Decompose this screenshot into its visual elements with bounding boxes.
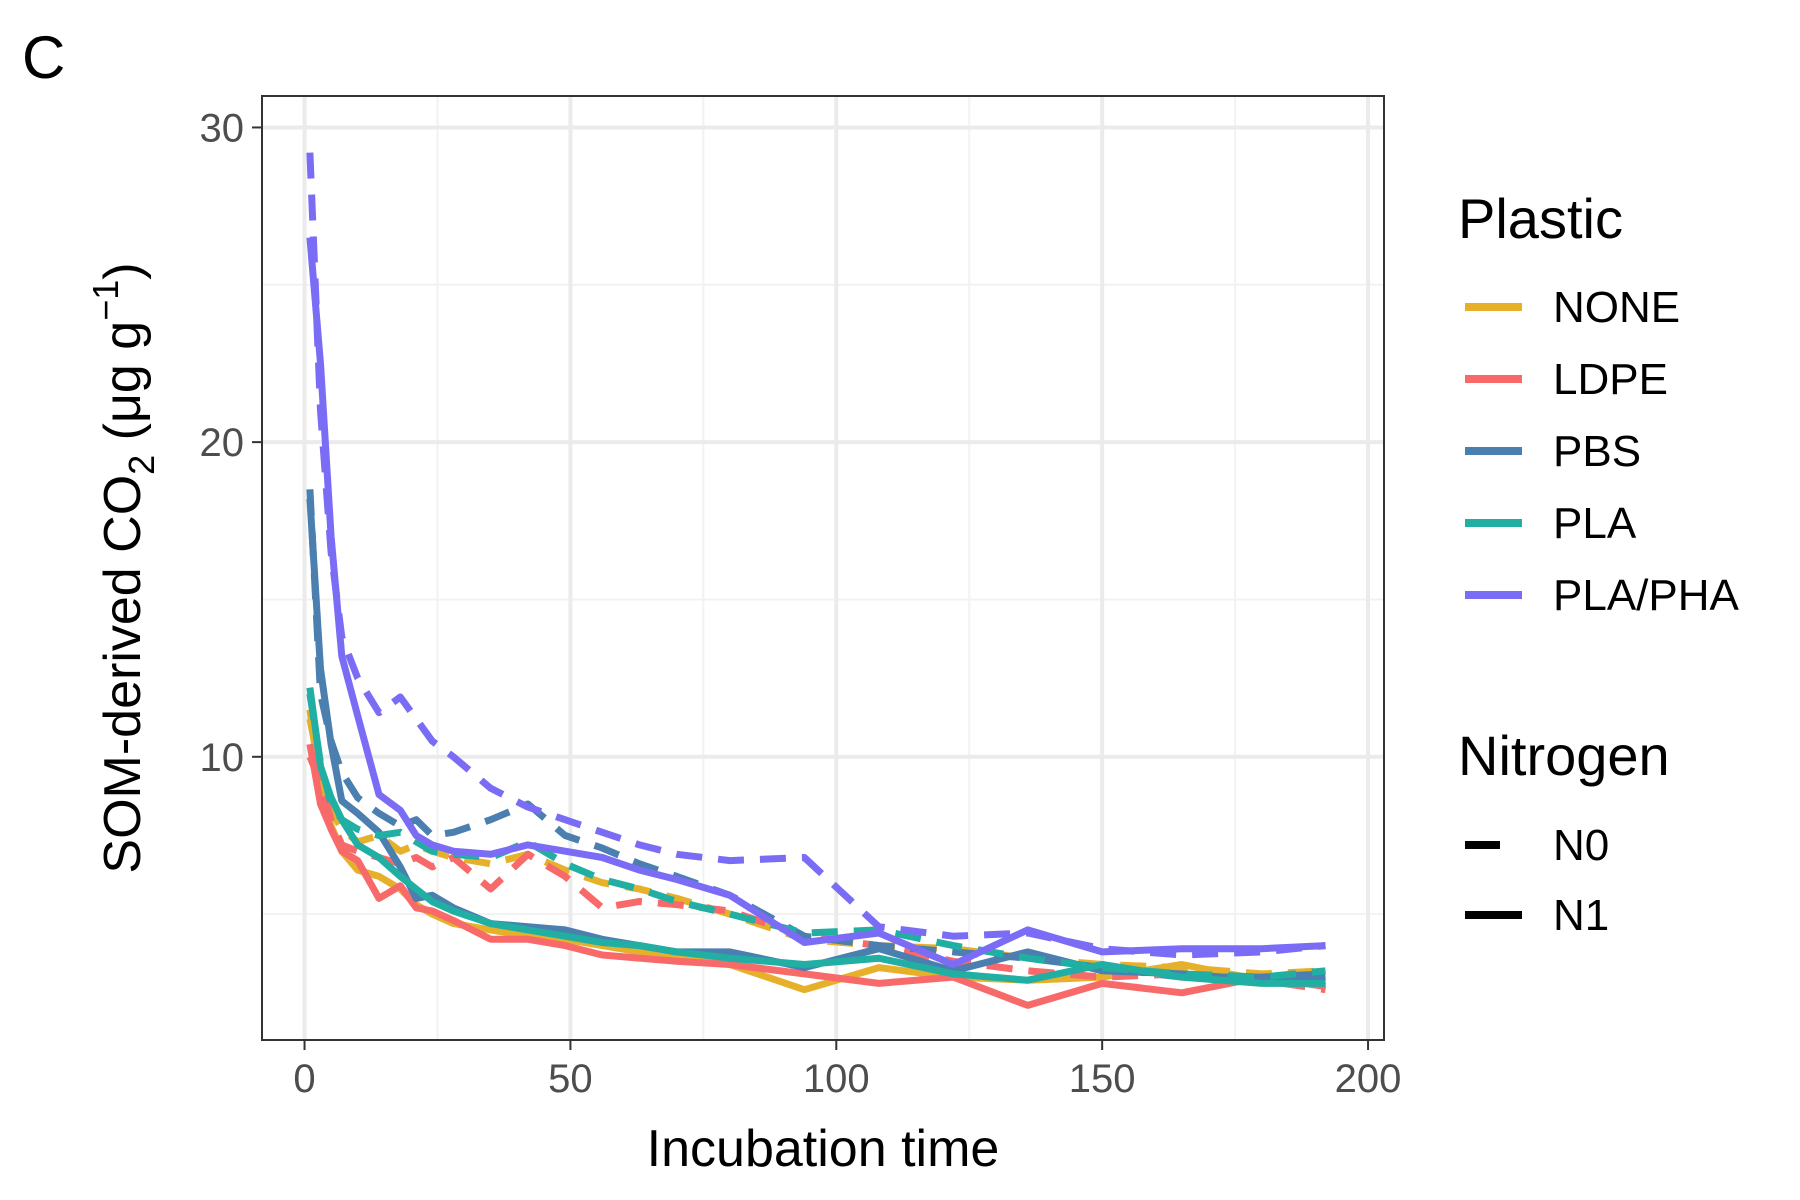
y-axis-title-subscript: 2 [121, 455, 162, 475]
series-line-ldpe-n0 [306, 755, 1327, 994]
x-tick-label: 100 [803, 1057, 870, 1101]
y-axis-title-superscript: −1 [85, 280, 126, 321]
legend: Plastic NONE LDPE PBS PLA PLA/PHA Nitrogen N0 N1 [1458, 187, 1740, 940]
plot-lines [306, 152, 1327, 1009]
y-tick-label: 10 [200, 736, 245, 780]
series-line-pla-n0 [306, 693, 1326, 981]
legend-title-nitrogen: Nitrogen [1458, 724, 1670, 787]
x-tick-label: 150 [1069, 1057, 1136, 1101]
legend-title-plastic: Plastic [1458, 187, 1623, 250]
y-axis-title: SOM-derived CO2 (μg g−1) [85, 262, 162, 873]
y-tick-label: 20 [200, 421, 245, 465]
legend-label: PLA [1553, 499, 1637, 548]
y-axis-title-unit: (μg g [94, 321, 152, 455]
y-axis: 10 20 30 [200, 106, 262, 780]
x-tick-label: 0 [293, 1057, 315, 1101]
series-line-pla-pha-n1 [306, 237, 1326, 968]
plot-panel-border [261, 95, 1385, 1041]
panel-label: C [22, 24, 65, 91]
y-axis-title-main: SOM-derived CO [94, 475, 152, 874]
x-axis-title: Incubation time [647, 1120, 1000, 1178]
plot-background [262, 96, 1384, 1040]
series-line-pbs-n0 [306, 489, 1326, 981]
legend-label: N1 [1553, 891, 1609, 940]
legend-label: NONE [1553, 283, 1680, 332]
x-tick-label: 50 [548, 1057, 593, 1101]
x-tick-label: 200 [1335, 1057, 1402, 1101]
x-axis: 0 50 100 150 200 [293, 1040, 1401, 1101]
legend-label: PBS [1553, 427, 1641, 476]
series-line-pbs-n1 [306, 498, 1326, 984]
y-tick-label: 30 [200, 106, 245, 150]
legend-label: LDPE [1553, 355, 1668, 404]
legend-label: PLA/PHA [1553, 571, 1740, 620]
y-axis-title-close: ) [94, 262, 152, 279]
legend-label: N0 [1553, 821, 1609, 870]
series-line-ldpe-n1 [306, 743, 1327, 1009]
series-line-pla-n1 [306, 687, 1326, 987]
